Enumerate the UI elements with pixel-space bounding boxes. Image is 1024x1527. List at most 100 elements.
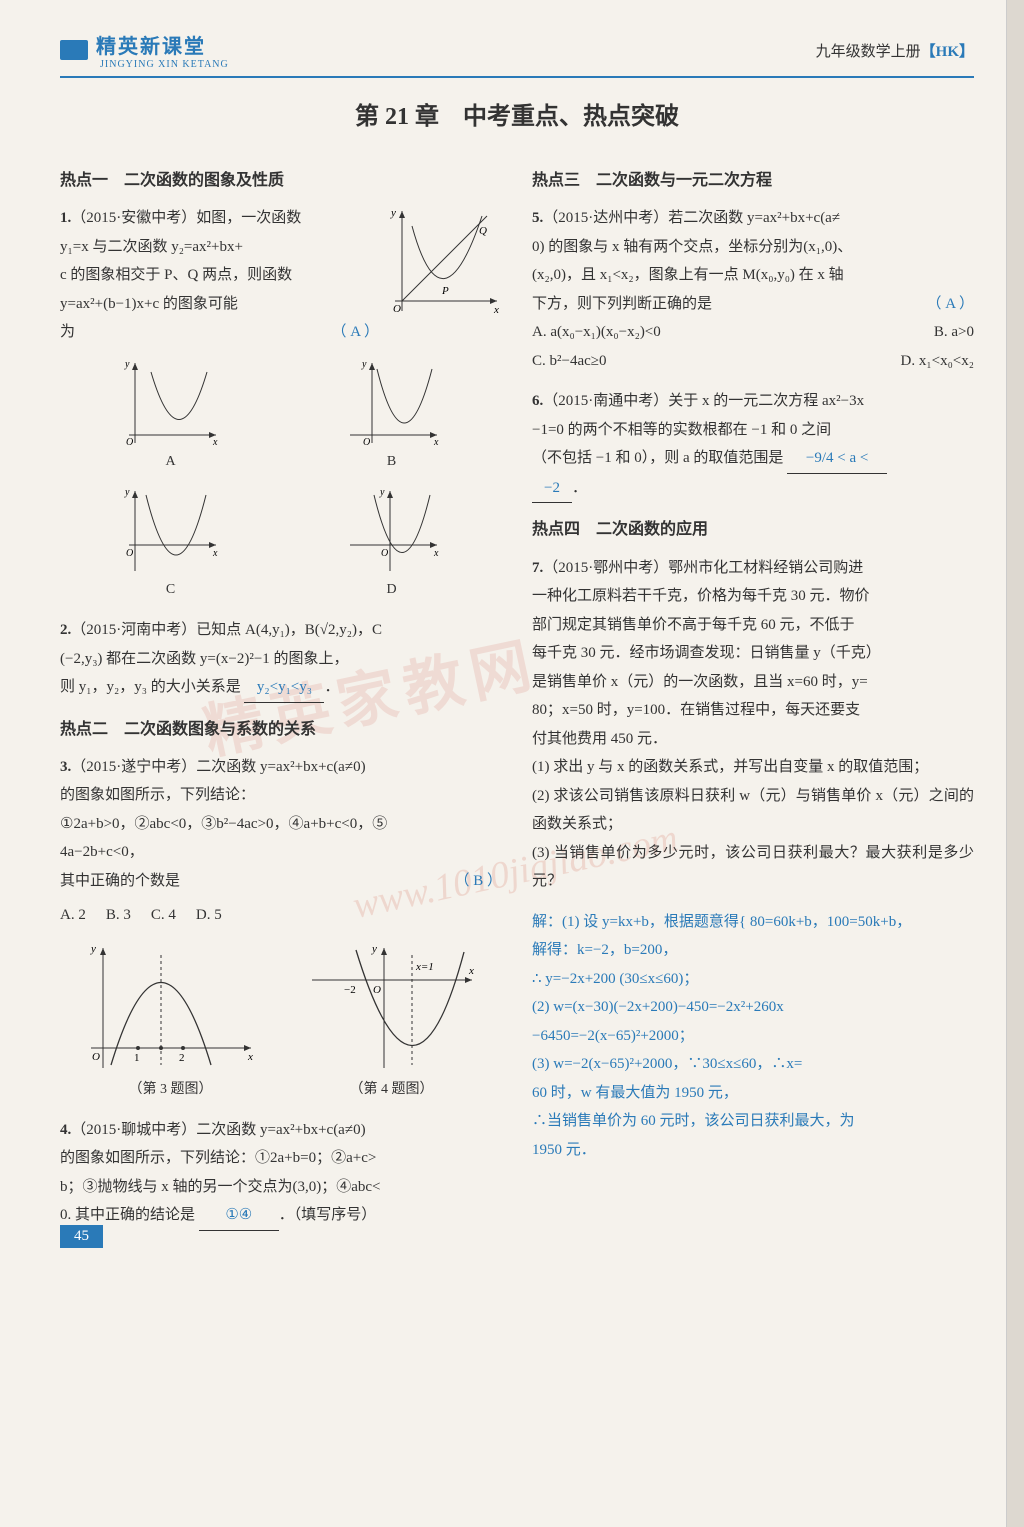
q2-t1: 已知点 A(4,y₁)，B(√2,y₂)，C: [196, 622, 382, 638]
q1-opt-b: xyO B: [342, 357, 442, 476]
q2-num: 2.: [60, 622, 71, 638]
grade-label: 九年级数学上册【HK】: [816, 40, 974, 61]
svg-text:y: y: [371, 943, 377, 955]
question-6: 6.（2015·南通中考）关于 x 的一元二次方程 ax²−3x −1=0 的两…: [532, 387, 974, 503]
svg-text:O: O: [92, 1051, 100, 1063]
q1-opt-c-label: C: [121, 577, 221, 604]
svg-text:P: P: [441, 285, 449, 297]
q4-t4: 0. 其中正确的结论是: [60, 1207, 195, 1223]
page-container: 精英新课堂 JINGYING XIN KETANG 九年级数学上册【HK】 第 …: [0, 0, 1024, 1263]
q4-num: 4.: [60, 1122, 71, 1138]
q7-p3: (3) 当销售单价为多少元时，该公司日获利最大？最大获利是多少元？: [532, 845, 974, 890]
q7-t4: 每千克 30 元．经市场调查发现：日销售量 y（千克）: [532, 645, 881, 661]
q6-src: （2015·南通中考）: [543, 393, 668, 409]
q5-t3: (x₂,0)，且 x₁<x₂，图象上有一点 M(x₀,y₀) 在 x 轴: [532, 267, 844, 283]
brand-name: 精英新课堂: [96, 30, 229, 59]
q7-t5: 是销售单价 x（元）的一次函数，且当 x=60 时，y=: [532, 674, 868, 690]
sol-5: −6450=−2(x−65)²+2000；: [532, 1028, 694, 1044]
question-7: 7.（2015·鄂州中考）鄂州市化工材料经销公司购进 一种化工原料若干千克，价格…: [532, 554, 974, 896]
sol-4: (2) w=(x−30)(−2x+200)−450=−2x²+260x: [532, 999, 784, 1015]
solution: 解：(1) 设 y=kx+b，根据题意得{ 80=60k+b，100=50k+b…: [532, 908, 974, 1165]
q1-opt-c: xyO C: [121, 485, 221, 604]
q2-t3: 则 y₁，y₂，y₃ 的大小关系是: [60, 679, 241, 695]
q4-tail: ．（填写序号）: [279, 1207, 377, 1223]
q4-figure: xyO x=1 −2 （第 4 题图）: [304, 940, 479, 1104]
edition-tag: 【HK】: [921, 44, 974, 60]
q3-num: 3.: [60, 759, 71, 775]
q3-opt-b: B. 3: [106, 901, 131, 930]
q1-t3: c 的图象相交于 P、Q 两点，则函数: [60, 267, 292, 283]
q2-t2: (−2,y₃) 都在二次函数 y=(x−2)²−1 的图象上，: [60, 651, 349, 667]
q4-t2: 的图象如图所示，下列结论：①2a+b=0；②a+c>: [60, 1150, 376, 1166]
svg-text:y: y: [361, 359, 367, 370]
svg-text:x: x: [433, 437, 439, 447]
q2-src: （2015·河南中考）: [71, 622, 196, 638]
q6-num: 6.: [532, 393, 543, 409]
svg-text:−2: −2: [344, 984, 356, 996]
question-2: 2.（2015·河南中考）已知点 A(4,y₁)，B(√2,y₂)，C (−2,…: [60, 616, 502, 703]
svg-text:y: y: [390, 207, 396, 219]
brand-pinyin: JINGYING XIN KETANG: [100, 59, 229, 70]
q3-src: （2015·遂宁中考）: [71, 759, 196, 775]
sol-1: 解：(1) 设 y=kx+b，根据题意得: [532, 914, 739, 930]
q6-t3: （不包括 −1 和 0），则 a 的取值范围是: [532, 450, 783, 466]
q3-t2: 的图象如图所示，下列结论：: [60, 787, 255, 803]
brand: 精英新课堂 JINGYING XIN KETANG: [60, 30, 229, 70]
left-column: 热点一 二次函数的图象及性质 xy O P Q 1.（2015·安徽中考）如图，…: [60, 156, 502, 1243]
q1-t5: 为: [60, 324, 75, 340]
q7-t3: 部门规定其销售单价不高于每千克 60 元，不低于: [532, 617, 855, 633]
q1-answer: （ A ）: [331, 318, 379, 347]
svg-text:x=1: x=1: [415, 961, 434, 973]
q3-answer: （ B ）: [454, 867, 502, 896]
q7-p2: (2) 求该公司销售该原料日获利 w（元）与销售单价 x（元）之间的函数关系式；: [532, 788, 974, 833]
q3-opt-c: C. 4: [151, 901, 176, 930]
two-column-layout: 热点一 二次函数的图象及性质 xy O P Q 1.（2015·安徽中考）如图，…: [60, 156, 974, 1243]
q3-t1: 二次函数 y=ax²+bx+c(a≠0): [196, 759, 365, 775]
q1-opt-b-label: B: [342, 449, 442, 476]
question-4: 4.（2015·聊城中考）二次函数 y=ax²+bx+c(a≠0) 的图象如图所…: [60, 1116, 502, 1231]
q5-opt-c: C. b²−4ac≥0: [532, 347, 607, 376]
q7-src: （2015·鄂州中考）: [543, 560, 668, 576]
sol-9: 1950 元．: [532, 1142, 596, 1158]
svg-text:O: O: [126, 437, 133, 447]
svg-text:O: O: [126, 548, 133, 559]
question-5: 5.（2015·达州中考）若二次函数 y=ax²+bx+c(a≠ 0) 的图象与…: [532, 204, 974, 375]
q5-num: 5.: [532, 210, 543, 226]
q3-t3: ①2a+b>0，②abc<0，③b²−4ac>0，④a+b+c<0，⑤: [60, 816, 387, 832]
q7-num: 7.: [532, 560, 543, 576]
hot-topic-3: 热点三 二次函数与一元二次方程: [532, 166, 974, 196]
q1-opt-d-label: D: [342, 577, 442, 604]
q6-t2: −1=0 的两个不相等的实数根都在 −1 和 0 之间: [532, 422, 831, 438]
q5-opt-b: B. a>0: [934, 318, 974, 347]
sol-7: 60 时，w 有最大值为 1950 元，: [532, 1085, 738, 1101]
graph-q1-stem: xy O P Q: [387, 206, 502, 316]
q3-options: A. 2 B. 3 C. 4 D. 5: [60, 901, 502, 930]
q1-t1: 如图，一次函数: [196, 210, 301, 226]
q6-answer-2: −2: [532, 474, 572, 504]
svg-text:y: y: [124, 487, 130, 498]
svg-text:y: y: [90, 943, 96, 955]
hot-topic-2: 热点二 二次函数图象与系数的关系: [60, 715, 502, 745]
q5-t4: 下方，则下列判断正确的是: [532, 296, 712, 312]
q3-figure: xyO 12 （第 3 题图）: [83, 940, 258, 1104]
q5-opt-d: D. x₁<x₀<x₂: [901, 347, 974, 376]
svg-text:x: x: [247, 1051, 253, 1063]
sol-2: 解得：k=−2，b=200，: [532, 942, 677, 958]
q1-t4: y=ax²+(b−1)x+c 的图象可能: [60, 296, 238, 312]
q7-t1: 鄂州市化工材料经销公司购进: [668, 560, 863, 576]
q7-t2: 一种化工原料若干千克，价格为每千克 30 元．物价: [532, 588, 870, 604]
q7-t7: 付其他费用 450 元．: [532, 731, 667, 747]
q7-t6: 80；x=50 时，y=100．在销售过程中，每天还要支: [532, 702, 860, 718]
q1-num: 1.: [60, 210, 71, 226]
q5-t2: 0) 的图象与 x 轴有两个交点，坐标分别为(x₁,0)、: [532, 239, 852, 255]
svg-text:y: y: [124, 359, 130, 370]
brand-logo-icon: [60, 40, 88, 60]
q1-options-row1: xyO A xyO B: [60, 357, 502, 476]
hot-topic-1: 热点一 二次函数的图象及性质: [60, 166, 502, 196]
q7-p1: (1) 求出 y 与 x 的函数关系式，并写出自变量 x 的取值范围；: [532, 759, 928, 775]
svg-text:x: x: [212, 437, 218, 447]
q4-t3: b；③抛物线与 x 轴的另一个交点为(3,0)；④abc<: [60, 1179, 381, 1195]
q4-caption: （第 4 题图）: [304, 1077, 479, 1104]
sol-8: ∴当销售单价为 60 元时，该公司日获利最大，为: [532, 1113, 855, 1129]
svg-text:1: 1: [134, 1052, 140, 1064]
